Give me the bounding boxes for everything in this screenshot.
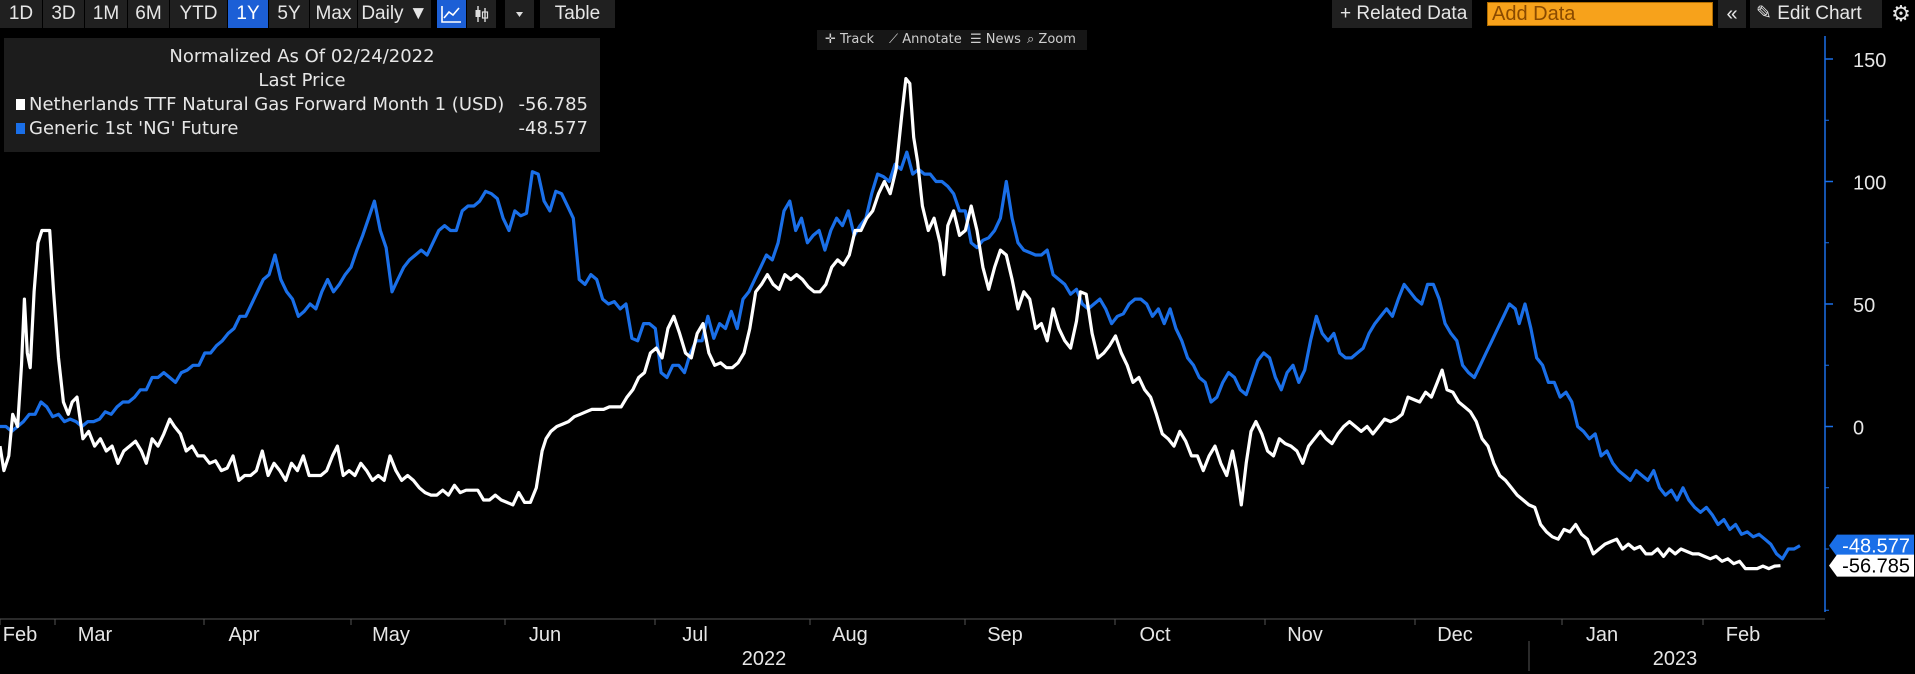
annotate-label: Annotate [902,32,962,47]
news-label: News [985,32,1021,47]
candlestick-icon[interactable] [467,0,496,28]
x-tick-label: Feb [3,624,37,646]
legend-series-ttf[interactable]: Netherlands TTF Natural Gas Forward Mont… [16,94,588,115]
range-button-3d[interactable]: 3D [43,0,85,28]
legend-swatch-white [16,99,25,110]
legend-subtitle: Last Price [258,70,346,91]
x-tick-label: Oct [1139,624,1171,646]
add-data-input[interactable] [1487,2,1713,26]
track-label: Track [840,32,875,47]
x-tick-label: Sep [987,624,1023,646]
annotate-button[interactable]: ⟋ Annotate [889,32,962,47]
x-tick-label: Dec [1437,624,1473,646]
zoom-button[interactable]: ⌕ Zoom [1027,32,1076,47]
legend-swatch-blue [16,123,25,134]
x-tick-label: Aug [832,624,868,646]
x-tick-label: Jan [1586,624,1618,646]
collapse-icon[interactable]: « [1718,0,1746,28]
gear-icon[interactable]: ⚙ [1891,1,1911,26]
frequency-dropdown[interactable]: Daily ▼ [358,0,432,28]
x-tick-label: May [372,624,410,646]
x-tick-label: Jul [682,624,708,646]
chevron-down-icon[interactable] [505,0,534,28]
edit-chart-button[interactable]: ✎ Edit Chart [1750,0,1882,28]
line-chart-icon[interactable] [437,0,466,28]
range-button-6m[interactable]: 6M [128,0,170,28]
legend-series-name: Netherlands TTF Natural Gas Forward Mont… [29,94,505,115]
last-value-label: -56.785 [1842,556,1910,578]
legend-series-value: -56.785 [518,94,588,115]
y-tick-label: 0 [1853,418,1864,440]
y-tick-label: 50 [1853,295,1875,317]
year-label: 2023 [1653,648,1698,670]
related-data-button[interactable]: + Related Data [1332,0,1472,28]
range-button-max[interactable]: Max [310,0,358,28]
zoom-label: Zoom [1038,32,1076,47]
top-toolbar: 1D 3D 1M 6M YTD 1Y 5Y Max Daily ▼ Table … [0,0,1915,28]
series-line[interactable] [0,76,1781,571]
range-button-1y[interactable]: 1Y [228,0,269,28]
x-tick-label: Mar [78,624,113,646]
x-tick-label: Feb [1726,624,1760,646]
series-line[interactable] [0,150,1801,561]
x-tick-label: Apr [228,624,259,646]
table-button[interactable]: Table [540,0,616,28]
legend-series-name: Generic 1st 'NG' Future [29,118,239,139]
last-value-tag [1829,554,1914,577]
x-tick-label: Jun [529,624,561,646]
year-label: 2022 [742,648,787,670]
chart-legend: Normalized As Of 02/24/2022 Last Price N… [4,38,600,152]
range-button-1d[interactable]: 1D [0,0,43,28]
news-button[interactable]: ☰ News [970,32,1021,47]
range-button-1m[interactable]: 1M [85,0,128,28]
range-button-ytd[interactable]: YTD [170,0,228,28]
legend-series-value: -48.577 [518,118,588,139]
chart-series [0,76,1801,571]
y-tick-label: 150 [1853,50,1886,72]
chart-tools-bar: ✛ Track ⟋ Annotate ☰ News ⌕ Zoom [817,30,1087,50]
legend-title: Normalized As Of 02/24/2022 [169,46,435,67]
chart-labels: 150 100 50 0 Feb Mar Apr May Jun Jul Aug Sep Oct Nov D… [3,50,1914,670]
track-button[interactable]: ✛ Track [825,32,875,47]
range-button-5y[interactable]: 5Y [269,0,310,28]
y-tick-label: 100 [1853,173,1886,195]
chart-axes [0,36,1833,671]
x-tick-label: Nov [1287,624,1323,646]
last-value-tag [1829,534,1914,557]
legend-series-ng[interactable]: Generic 1st 'NG' Future -48.577 [16,118,588,139]
last-value-label: -48.577 [1842,536,1910,558]
